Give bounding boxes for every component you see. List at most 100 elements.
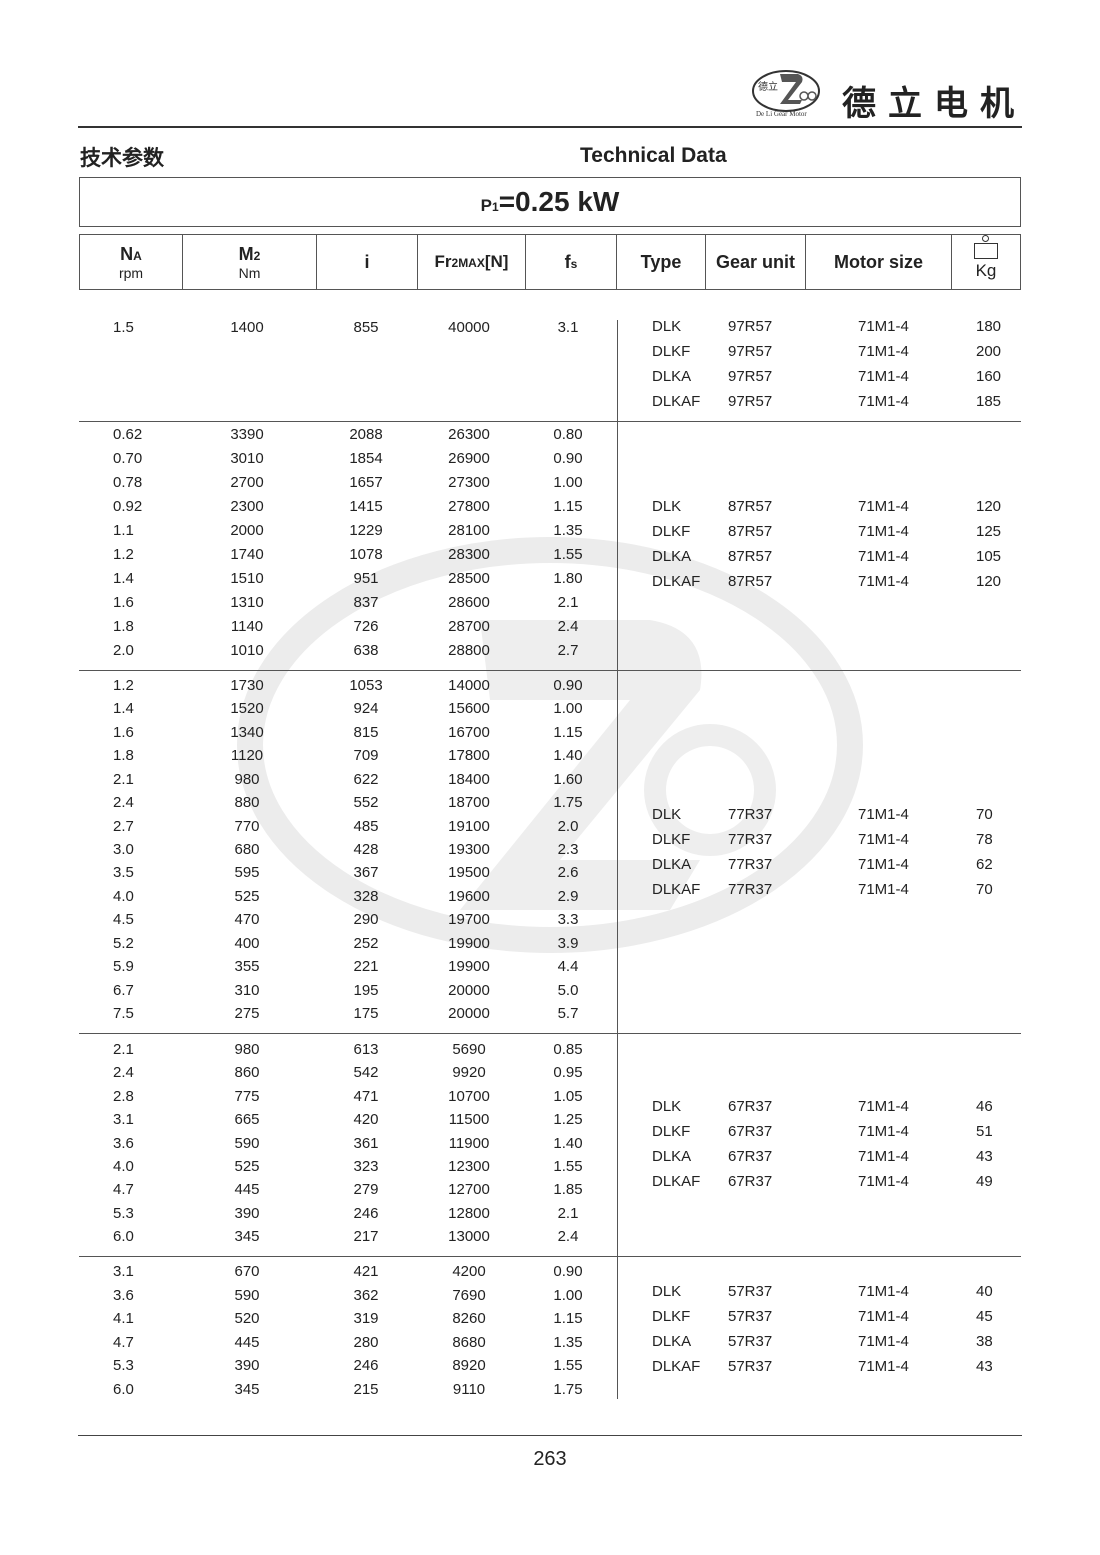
- cell-fs: 2.7: [557, 642, 579, 659]
- cell-i: 195: [353, 981, 379, 999]
- cell-m2: 520: [234, 1310, 260, 1328]
- cell-i: 951: [353, 570, 379, 587]
- cell-m2: 525: [234, 887, 260, 905]
- cell-fr2max: 28800: [448, 642, 490, 659]
- cell-na: 3.5: [113, 864, 134, 882]
- cell-na: 6.0: [113, 1228, 134, 1246]
- cell-i: 2088: [349, 426, 383, 443]
- cell-fs: 1.15: [553, 1310, 583, 1328]
- cell-fr2max: 19600: [448, 887, 490, 905]
- weight-icon: [974, 235, 998, 259]
- cell-fr2max: 7690: [452, 1286, 486, 1304]
- cell-m2: 770: [234, 817, 260, 835]
- unit-type: DLKAF: [652, 573, 701, 590]
- header-rule: [78, 126, 1022, 128]
- cell-fs: 1.35: [553, 522, 583, 539]
- unit-weight: 185: [976, 393, 1002, 410]
- cell-m2: 3010: [230, 450, 264, 467]
- cell-fs: 3.3: [557, 911, 579, 929]
- cell-fr2max: 28500: [448, 570, 490, 587]
- cell-fs: 2.9: [557, 887, 579, 905]
- unit-motor-size: 71M1-4: [858, 1173, 909, 1190]
- cell-m2: 680: [234, 841, 260, 858]
- cell-na: 5.3: [113, 1357, 134, 1375]
- unit-weight: 46: [976, 1098, 993, 1115]
- col-motor-size: Motor size: [806, 234, 952, 290]
- unit-gear-unit: 57R37: [728, 1283, 773, 1300]
- cell-fr2max: 40000: [448, 319, 490, 336]
- cell-na: 1.1: [113, 522, 134, 539]
- cell-fr2max: 19900: [448, 934, 490, 952]
- cell-fr2max: 8680: [452, 1333, 486, 1351]
- cell-fs: 2.3: [557, 841, 579, 858]
- cell-fs: 2.1: [557, 594, 579, 611]
- cell-fr2max: 17800: [448, 747, 490, 765]
- unit-type: DLKA: [652, 856, 692, 873]
- cell-m2: 1120: [230, 747, 264, 765]
- unit-type: DLK: [652, 318, 682, 335]
- section-title-en: Technical Data: [580, 144, 727, 167]
- unit-type: DLKA: [652, 548, 692, 565]
- unit-motor-size: 71M1-4: [858, 368, 909, 385]
- cell-i: 279: [353, 1181, 379, 1199]
- cell-i: 1229: [349, 522, 383, 539]
- cell-fs: 1.75: [553, 1381, 583, 1398]
- cell-i: 1854: [349, 450, 383, 467]
- unit-gear-unit: 87R57: [728, 548, 773, 565]
- cell-na: 2.1: [113, 770, 134, 788]
- power-label: P1: [480, 196, 499, 215]
- cell-fs: 0.90: [553, 1263, 583, 1280]
- cell-fr2max: 19500: [448, 864, 490, 882]
- cell-na: 1.4: [113, 700, 134, 718]
- cell-fr2max: 8920: [452, 1357, 486, 1375]
- unit-weight: 78: [976, 831, 993, 848]
- cell-m2: 980: [234, 1041, 260, 1058]
- cell-i: 290: [353, 911, 379, 929]
- cell-fs: 3.9: [557, 934, 579, 952]
- unit-type: DLKAF: [652, 881, 701, 898]
- cell-i: 246: [353, 1357, 379, 1375]
- cell-fr2max: 18700: [448, 794, 490, 812]
- cell-fs: 1.80: [553, 570, 583, 587]
- unit-motor-size: 71M1-4: [858, 318, 909, 335]
- cell-na: 1.8: [113, 618, 134, 635]
- unit-type: DLKA: [652, 1333, 692, 1350]
- cell-fs: 3.1: [557, 319, 579, 336]
- cell-fr2max: 15600: [448, 700, 490, 718]
- unit-motor-size: 71M1-4: [858, 1283, 909, 1300]
- unit-gear-unit: 97R57: [728, 343, 773, 360]
- unit-motor-size: 71M1-4: [858, 1358, 909, 1375]
- cell-m2: 1140: [230, 618, 264, 635]
- cell-m2: 590: [234, 1286, 260, 1304]
- unit-gear-unit: 67R37: [728, 1123, 773, 1140]
- cell-i: 215: [353, 1381, 379, 1398]
- power-value: =0.25 kW: [498, 186, 620, 217]
- cell-fr2max: 26900: [448, 450, 490, 467]
- cell-fs: 1.00: [553, 474, 583, 491]
- cell-fs: 1.15: [553, 498, 583, 515]
- cell-fr2max: 18400: [448, 770, 490, 788]
- unit-motor-size: 71M1-4: [858, 523, 909, 540]
- cell-na: 2.4: [113, 794, 134, 812]
- cell-fs: 1.55: [553, 1158, 583, 1175]
- cell-i: 613: [353, 1041, 379, 1058]
- unit-type: DLKF: [652, 343, 691, 360]
- cell-fs: 1.60: [553, 770, 583, 788]
- cell-na: 0.70: [113, 450, 143, 467]
- cell-fs: 1.05: [553, 1087, 583, 1105]
- cell-fr2max: 11500: [448, 1111, 490, 1129]
- cell-i: 542: [353, 1064, 379, 1082]
- unit-gear-unit: 87R57: [728, 573, 773, 590]
- cell-fs: 0.90: [553, 450, 583, 467]
- unit-motor-size: 71M1-4: [858, 1333, 909, 1350]
- col-type: Type: [617, 234, 706, 290]
- section-title-cn: 技术参数: [80, 147, 164, 170]
- cell-fr2max: 26300: [448, 426, 490, 443]
- group-separator: [79, 670, 1021, 671]
- unit-motor-size: 71M1-4: [858, 806, 909, 823]
- cell-i: 552: [353, 794, 379, 812]
- cell-fs: 0.80: [553, 426, 583, 443]
- cell-m2: 595: [234, 864, 260, 882]
- cell-fr2max: 28700: [448, 618, 490, 635]
- cell-i: 1657: [349, 474, 383, 491]
